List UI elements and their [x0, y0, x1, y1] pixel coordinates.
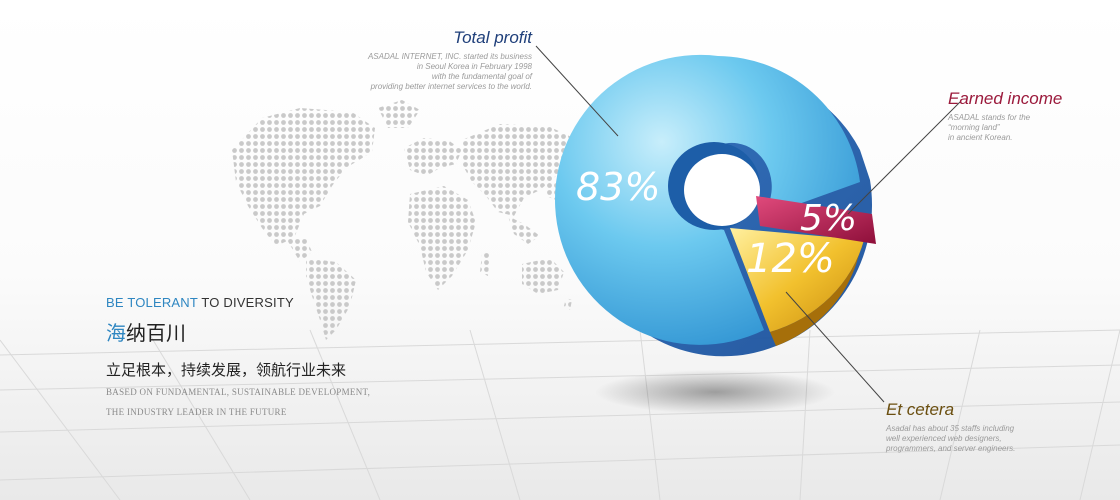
value-label-earned-income: 5% [800, 198, 857, 239]
tagline-accent: BE TOLERANT [106, 295, 198, 310]
chinese-subtitle: 立足根本，持续发展，领航行业未来 [106, 362, 347, 379]
leader-line-earned-income [847, 101, 961, 215]
pie-chart: 83% 12% 5% [555, 54, 876, 357]
english-line-2: THE INDUSTRY LEADER IN THE FUTURE [106, 407, 287, 417]
floor-grid [0, 329, 1120, 500]
callout-desc-earned-income: ASADAL stands for the “morning land” in … [948, 113, 1031, 142]
callout-title-earned-income: Earned income [948, 89, 1063, 108]
tagline: BE TOLERANT TO DIVERSITY [106, 295, 436, 313]
slogan-block: BE TOLERANT TO DIVERSITY 海纳百川 立足根本，持续发展，… [106, 295, 436, 421]
callout-earned-income: Earned income ASADAL stands for the “mor… [948, 89, 1108, 143]
slice-et-cetera [730, 228, 864, 332]
value-label-et-cetera: 12% [746, 236, 835, 282]
slice-et-cetera-side [770, 240, 864, 346]
chart-shadow [595, 370, 835, 414]
chinese-title: 海纳百川 [106, 317, 436, 347]
callout-lines [535, 45, 961, 403]
value-label-total-profit: 83% [576, 165, 660, 209]
donut-hole-face [684, 154, 760, 226]
chinese-title-rest: 纳百川 [126, 323, 186, 345]
callout-desc-et-cetera: Asadal has about 35 staffs including wel… [886, 424, 1016, 453]
callout-et-cetera: Et cetera Asadal has about 35 staffs inc… [886, 400, 1086, 454]
leader-line-et-cetera [785, 291, 885, 403]
callout-total-profit: Total profit ASADAL INTERNET, INC. start… [330, 28, 532, 92]
chinese-title-accent: 海 [106, 323, 126, 345]
callout-title-et-cetera: Et cetera [886, 400, 955, 419]
tagline-rest: TO DIVERSITY [197, 295, 294, 310]
leader-line-total-profit [535, 45, 619, 137]
world-map-graphic [232, 100, 578, 340]
callout-title-total-profit: Total profit [453, 28, 532, 47]
english-line-1: BASED ON FUNDAMENTAL, SUSTAINABLE DEVELO… [106, 387, 371, 397]
slice-earned-income [756, 196, 876, 244]
callout-desc-total-profit: ASADAL INTERNET, INC. started its busine… [367, 52, 532, 91]
slice-total-profit [555, 54, 860, 345]
